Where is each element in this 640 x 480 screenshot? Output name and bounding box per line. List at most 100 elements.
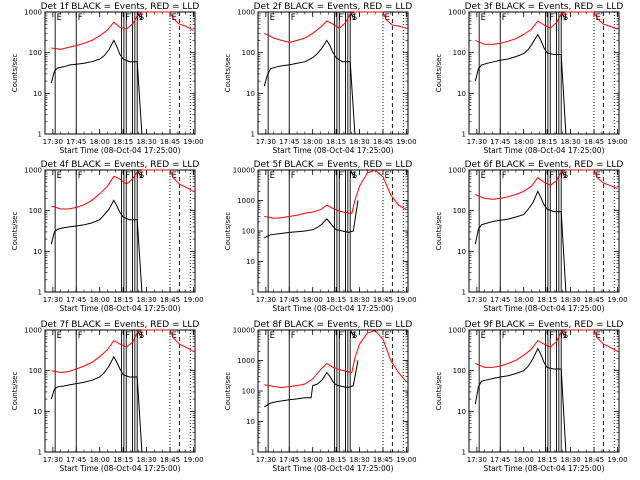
y-tick-label: 10000 — [233, 327, 255, 335]
y-tick-label: 100 — [453, 367, 466, 375]
region-marker-label: S — [139, 331, 144, 341]
region-marker-label: E — [270, 13, 275, 23]
region-marker-label: N — [349, 331, 355, 341]
region-marker-label: F — [78, 13, 83, 23]
y-tick-label: 10 — [246, 258, 255, 266]
y-axis-label: Counts/sec — [224, 54, 232, 93]
y-tick-label: 10 — [457, 90, 466, 98]
y-tick-label: 1000 — [237, 9, 255, 17]
events-series-line — [474, 347, 567, 453]
x-tick-label: 18:45 — [584, 296, 604, 304]
x-tick-label: 18:15 — [113, 456, 133, 464]
x-tick-label: 17:30 — [467, 138, 487, 146]
x-tick-label: 19:00 — [607, 296, 627, 304]
x-tick-label: 17:45 — [66, 138, 86, 146]
plot-frame — [44, 329, 196, 453]
region-marker-label: F — [291, 331, 296, 341]
x-axis-label: Start Time (08-Oct-04 17:25:00) — [272, 464, 393, 473]
y-axis-label: Counts/sec — [435, 372, 443, 411]
lld-series-line — [264, 330, 407, 389]
y-tick-label: 1 — [251, 449, 255, 457]
region-marker-label: F — [338, 13, 343, 23]
x-tick-label: 18:15 — [537, 296, 557, 304]
x-tick-label: 17:45 — [490, 456, 510, 464]
x-tick-label: 18:00 — [303, 456, 323, 464]
panel-title: Det 4f BLACK = Events, RED = LLD — [41, 160, 200, 170]
y-axis-label: Counts/sec — [11, 212, 19, 251]
y-axis-label: Counts/sec — [11, 372, 19, 411]
events-series-line — [264, 360, 359, 408]
detector-panel: Det 7f BLACK = Events, RED = LLD 1 10 100 10… — [11, 320, 204, 473]
region-marker-label: N — [136, 13, 142, 23]
y-tick-label: 100 — [29, 367, 42, 375]
region-marker-label: N — [560, 171, 566, 181]
x-tick-label: 18:15 — [113, 138, 133, 146]
y-axis-label: Counts/sec — [435, 54, 443, 93]
detector-panel: Det 4f BLACK = Events, RED = LLD 1 10 100 10… — [11, 160, 204, 313]
region-marker-label: S — [563, 13, 568, 23]
region-marker-label: E — [172, 331, 177, 341]
y-tick-label: 1000 — [448, 167, 466, 175]
region-marker-label: E — [481, 171, 486, 181]
x-tick-label: 18:45 — [373, 138, 393, 146]
lld-series-line — [264, 11, 407, 43]
y-tick-label: 1000 — [24, 9, 42, 17]
x-tick-label: 18:45 — [160, 456, 180, 464]
region-marker-label: E — [596, 331, 601, 341]
x-axis-label: Start Time (08-Oct-04 17:25:00) — [59, 146, 180, 155]
y-tick-label: 10000 — [233, 167, 255, 175]
region-marker-label: E — [481, 13, 486, 23]
x-tick-label: 18:15 — [326, 138, 346, 146]
y-tick-label: 100 — [242, 49, 255, 57]
panel-title: Det 6f BLACK = Events, RED = LLD — [465, 160, 624, 170]
region-marker-label: F — [125, 171, 130, 181]
panel-title: Det 8f BLACK = Events, RED = LLD — [254, 320, 413, 330]
y-axis-label: Counts/sec — [224, 212, 232, 251]
plot-frame — [44, 11, 196, 135]
x-tick-label: 18:30 — [349, 456, 369, 464]
y-tick-label: 10 — [33, 408, 42, 416]
x-tick-label: 19:00 — [396, 296, 416, 304]
events-series-line — [474, 190, 567, 293]
y-tick-label: 1000 — [448, 9, 466, 17]
y-tick-label: 1 — [251, 131, 255, 139]
x-tick-label: 19:00 — [396, 456, 416, 464]
x-tick-label: 19:00 — [607, 456, 627, 464]
y-tick-label: 100 — [29, 49, 42, 57]
x-tick-label: 18:15 — [113, 296, 133, 304]
lld-series-line — [51, 169, 194, 210]
plot-frame — [468, 329, 620, 453]
x-tick-label: 19:00 — [183, 138, 203, 146]
x-axis-label: Start Time (08-Oct-04 17:25:00) — [59, 464, 180, 473]
panel-title: Det 1f BLACK = Events, RED = LLD — [41, 2, 200, 12]
region-marker-label: F — [549, 13, 554, 23]
x-tick-label: 17:45 — [279, 456, 299, 464]
region-marker-label: E — [596, 13, 601, 23]
plot-frame — [257, 11, 409, 135]
x-tick-label: 19:00 — [396, 138, 416, 146]
lld-series-line — [264, 169, 407, 219]
events-series-line — [474, 33, 567, 135]
region-marker-label: F — [125, 13, 130, 23]
x-tick-label: 17:45 — [66, 296, 86, 304]
region-marker-label: S — [352, 13, 357, 23]
y-tick-label: 1000 — [448, 327, 466, 335]
x-tick-label: 17:45 — [490, 296, 510, 304]
x-tick-label: 18:00 — [514, 296, 534, 304]
lld-series-line — [51, 329, 194, 374]
region-marker-label: N — [136, 171, 142, 181]
panel-title: Det 5f BLACK = Events, RED = LLD — [254, 160, 413, 170]
plot-frame — [44, 169, 196, 293]
x-tick-label: 19:00 — [607, 138, 627, 146]
y-axis-label: Counts/sec — [11, 54, 19, 93]
region-marker-label: S — [563, 171, 568, 181]
detector-panel: Det 6f BLACK = Events, RED = LLD 1 10 100 10… — [435, 160, 628, 313]
y-tick-label: 1000 — [24, 327, 42, 335]
y-tick-label: 1 — [462, 289, 466, 297]
region-marker-label: F — [78, 171, 83, 181]
x-tick-label: 17:30 — [256, 456, 276, 464]
x-tick-label: 18:00 — [303, 138, 323, 146]
detector-panel: Det 5f BLACK = Events, RED = LLD 1 10 100 10… — [224, 160, 417, 313]
lld-series-line — [51, 11, 194, 50]
